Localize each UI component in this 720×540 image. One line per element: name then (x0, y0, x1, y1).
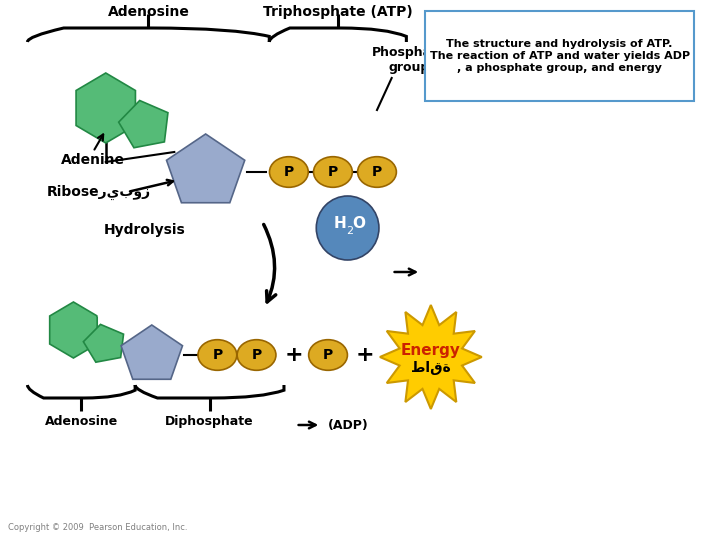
Text: P: P (251, 348, 261, 362)
Polygon shape (380, 305, 482, 409)
Circle shape (316, 196, 379, 260)
Ellipse shape (358, 157, 397, 187)
Polygon shape (76, 73, 135, 143)
Ellipse shape (313, 157, 352, 187)
Polygon shape (50, 302, 97, 358)
Text: Copyright © 2009  Pearson Education, Inc.: Copyright © 2009 Pearson Education, Inc. (8, 523, 187, 532)
Text: Triphosphate (ATP): Triphosphate (ATP) (263, 5, 413, 19)
Text: P: P (212, 348, 222, 362)
Text: Phosphate
group: Phosphate group (372, 46, 446, 74)
Text: The structure and hydrolysis of ATP.
The reaction of ATP and water yields ADP
, : The structure and hydrolysis of ATP. The… (430, 39, 690, 72)
Polygon shape (166, 134, 245, 202)
Ellipse shape (309, 340, 348, 370)
Text: Energy: Energy (401, 342, 461, 357)
Polygon shape (84, 325, 124, 362)
Text: P: P (372, 165, 382, 179)
Text: طاقة: طاقة (411, 361, 451, 375)
Text: (ADP): (ADP) (328, 418, 369, 431)
Text: 2: 2 (346, 226, 353, 236)
Text: P: P (323, 348, 333, 362)
Text: Riboseريبوز: Riboseريبوز (47, 185, 151, 200)
Ellipse shape (198, 340, 237, 370)
Text: O: O (352, 217, 365, 232)
Text: P: P (284, 165, 294, 179)
Ellipse shape (269, 157, 308, 187)
Text: P: P (328, 165, 338, 179)
Text: +: + (356, 345, 374, 365)
Text: H: H (333, 217, 346, 232)
Text: Adenine: Adenine (60, 153, 125, 167)
FancyBboxPatch shape (425, 11, 694, 101)
Polygon shape (121, 325, 182, 379)
Text: Adenosine: Adenosine (45, 415, 118, 428)
Text: Hydrolysis: Hydrolysis (104, 223, 186, 237)
Polygon shape (119, 100, 168, 148)
Text: Adenosine: Adenosine (108, 5, 190, 19)
Ellipse shape (237, 340, 276, 370)
Text: +: + (284, 345, 303, 365)
Text: Diphosphate: Diphosphate (165, 415, 254, 428)
